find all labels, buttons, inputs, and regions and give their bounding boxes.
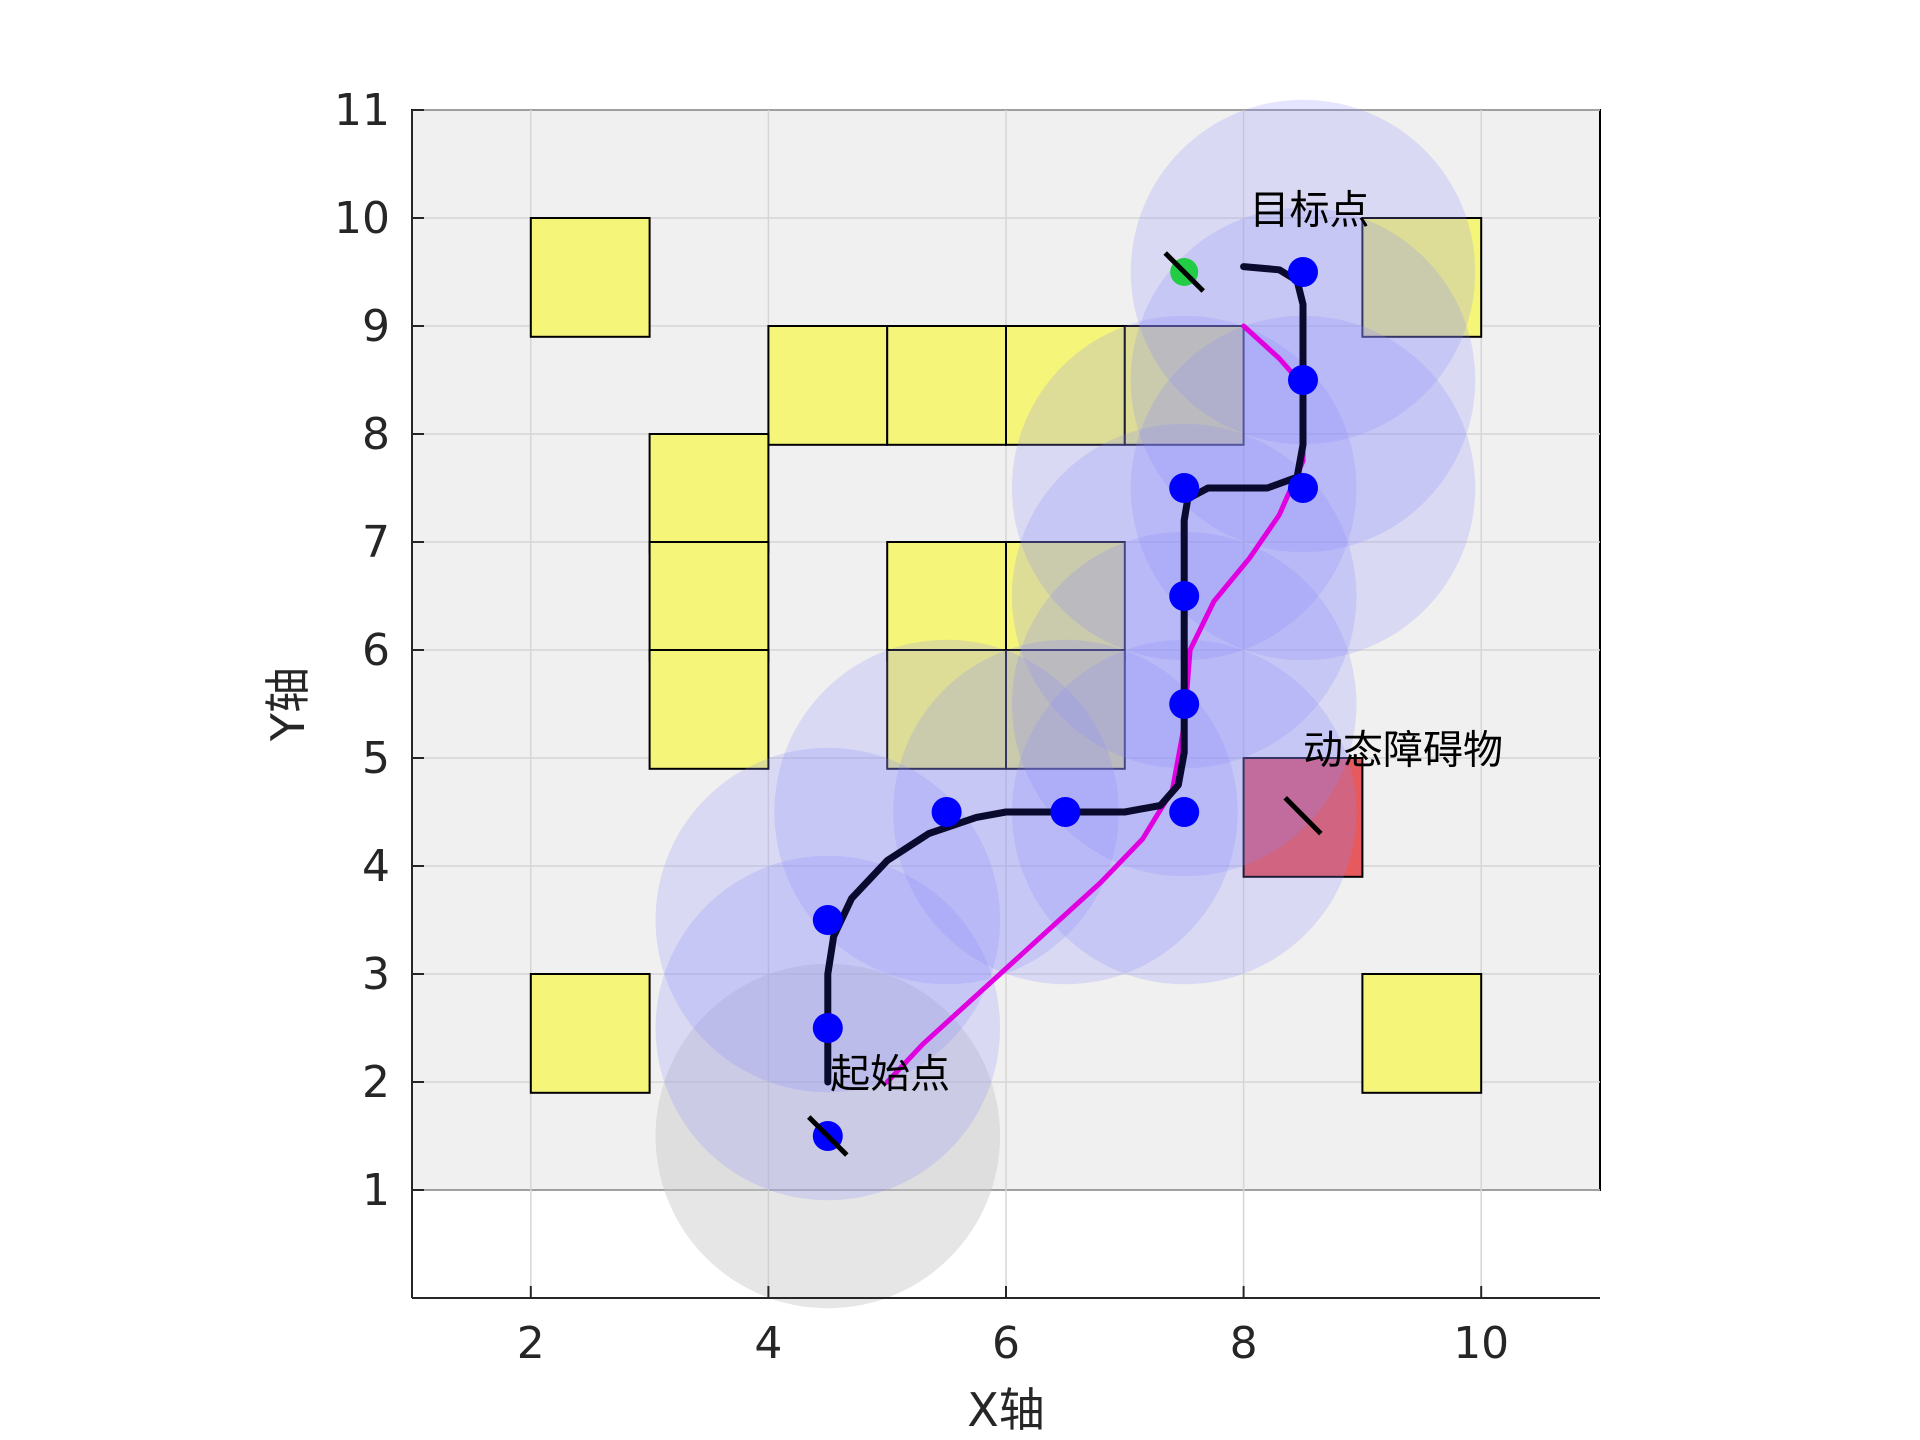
start-heading-marker bbox=[807, 1115, 849, 1157]
y-tick-label: 6 bbox=[362, 625, 390, 676]
annotation-label: 起始点 bbox=[830, 1051, 950, 1097]
robot-position-marker bbox=[812, 905, 843, 935]
y-tick-label: 1 bbox=[362, 1165, 390, 1216]
static-obstacle bbox=[1005, 649, 1126, 770]
goal-heading-marker bbox=[1163, 251, 1205, 293]
static-obstacle bbox=[1361, 973, 1483, 1094]
map-layer bbox=[411, 109, 1601, 1298]
robot-position-marker bbox=[1169, 581, 1200, 611]
static-obstacle bbox=[1005, 325, 1126, 446]
y-tick-label: 8 bbox=[362, 409, 390, 460]
y-axis-title: Y轴 bbox=[261, 667, 315, 742]
y-tick-label: 11 bbox=[334, 85, 390, 136]
robot-position-marker bbox=[1288, 365, 1318, 395]
static-obstacle bbox=[1005, 541, 1126, 662]
robot-position-marker bbox=[1169, 689, 1200, 719]
static-obstacle bbox=[529, 217, 651, 338]
y-tick-label: 2 bbox=[362, 1057, 390, 1108]
static-obstacle bbox=[529, 973, 651, 1094]
static-obstacle bbox=[648, 433, 770, 554]
y-tick-label: 10 bbox=[334, 193, 390, 244]
x-tick-label: 6 bbox=[992, 1318, 1020, 1369]
static-obstacle bbox=[648, 649, 770, 770]
static-obstacle bbox=[1361, 217, 1483, 338]
y-tick-label: 4 bbox=[362, 841, 390, 892]
static-obstacle bbox=[1123, 325, 1245, 446]
robot-position-marker bbox=[1169, 473, 1200, 503]
annotation-label: 目标点 bbox=[1250, 187, 1370, 233]
robot-position-marker bbox=[812, 1013, 843, 1043]
y-tick-label: 7 bbox=[362, 517, 390, 568]
static-obstacle bbox=[767, 325, 889, 446]
robot-position-marker bbox=[1288, 257, 1318, 287]
y-tick-label: 5 bbox=[362, 733, 390, 784]
static-obstacle bbox=[886, 541, 1008, 662]
y-tick-label: 9 bbox=[362, 301, 390, 352]
robot-position-marker bbox=[931, 797, 962, 827]
x-tick-label: 2 bbox=[517, 1318, 545, 1369]
x-tick-label: 10 bbox=[1453, 1318, 1509, 1369]
robot-position-marker bbox=[1050, 797, 1081, 827]
dynamic-obstacle-heading-marker bbox=[1283, 795, 1323, 836]
robot-position-marker bbox=[1288, 473, 1318, 503]
marker-layer bbox=[807, 251, 1323, 1157]
robot-position-marker bbox=[1169, 797, 1200, 827]
y-tick-label: 3 bbox=[362, 949, 390, 1000]
x-tick-label: 4 bbox=[754, 1318, 782, 1369]
static-obstacle bbox=[886, 325, 1008, 446]
x-tick-label: 8 bbox=[1230, 1318, 1258, 1369]
annotation-label: 动态障碍物 bbox=[1303, 727, 1503, 773]
static-obstacle bbox=[648, 541, 770, 662]
x-axis-title: X轴 bbox=[967, 1383, 1045, 1437]
